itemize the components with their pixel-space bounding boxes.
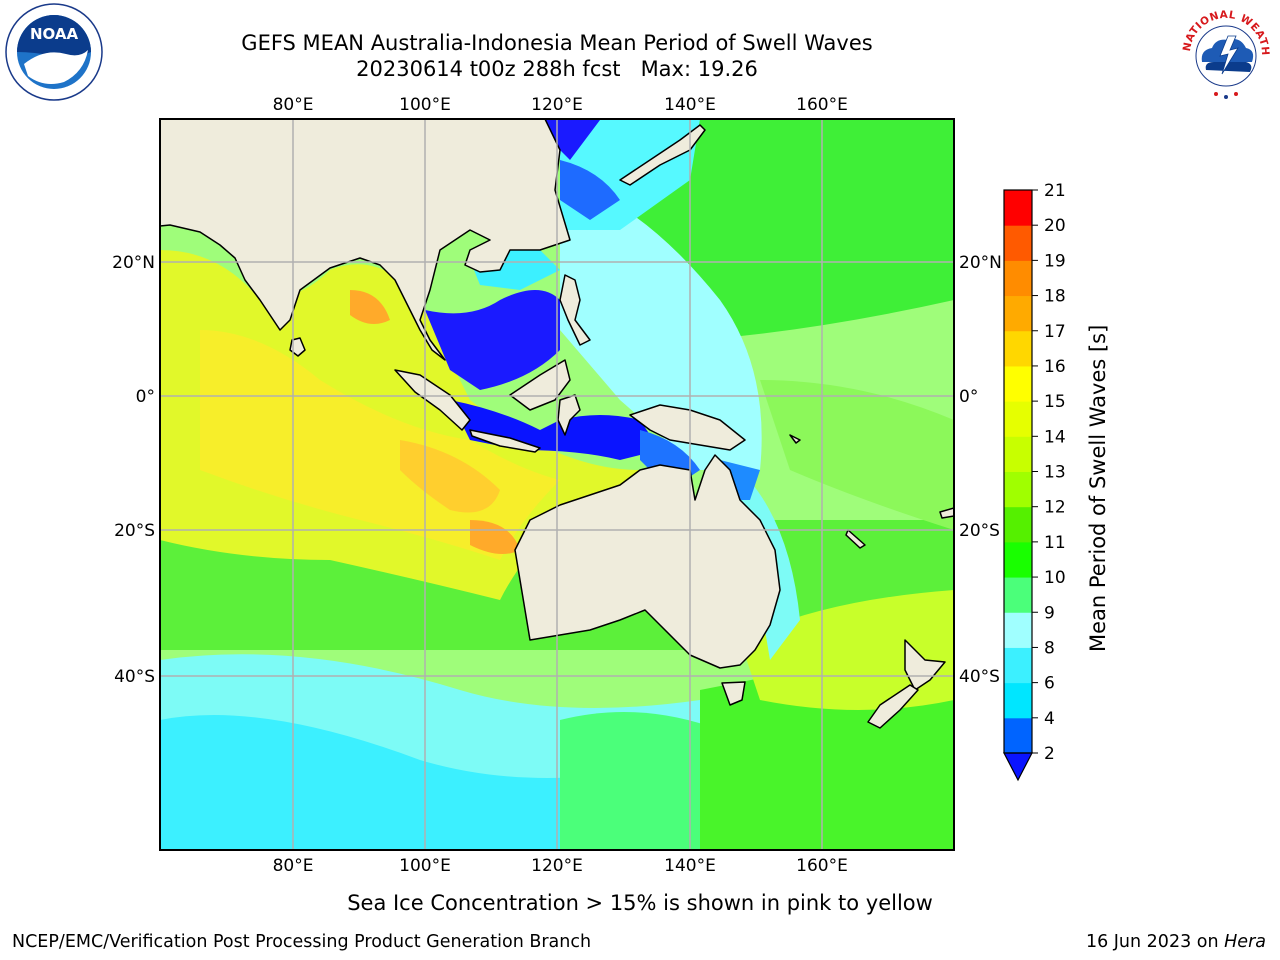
colorbar-segment [1004,225,1032,261]
new-zealand-south-island [867,684,919,729]
java-island [469,429,541,453]
lon-label: 80°E [273,856,314,876]
japan-island [619,124,706,186]
lat-label: 0° [136,387,155,407]
colorbar-segment [1004,365,1032,402]
asia-landmass [160,119,571,361]
colorbar-tick-label: 21 [1044,181,1066,201]
land-masses [160,119,954,729]
colorbar-tick-label: 18 [1044,287,1066,307]
new-guinea-island [629,404,746,451]
colorbar: 2 4 6 8 9 10 11 12 13 14 15 16 17 18 19 20 21 [1003,181,1066,782]
philippines-islands [559,274,591,346]
colorbar-segment [1004,717,1032,754]
lon-label: 80°E [273,95,314,115]
lon-label: 140°E [664,95,716,115]
new-zealand-north-island [904,639,946,691]
sulawesi-island [557,394,581,436]
colorbar-segment [1004,506,1032,543]
chart-subtitle: 20230614 t00z 288h fcst Max: 19.26 [356,57,758,81]
lat-label: 20°S [114,521,155,541]
footer-credit: NCEP/EMC/Verification Post Processing Pr… [12,932,592,952]
colorbar-segment [1004,260,1032,297]
colorbar-segment [1004,682,1032,719]
colorbar-segment [1004,330,1032,367]
nws-logo: NATIONAL WEATHER SERVICE [1176,2,1273,99]
lon-label: 120°E [531,95,583,115]
lat-label: 20°N [959,253,1002,273]
colorbar-tick-label: 19 [1044,251,1066,271]
lat-label: 40°S [959,667,1000,687]
colorbar-tick-label: 11 [1044,533,1066,553]
colorbar-tick-label: 15 [1044,392,1066,412]
lon-label: 100°E [399,95,451,115]
australia-landmass [514,454,781,669]
colorbar-segment [1004,577,1032,613]
tasmania-island [721,681,746,706]
colorbar-tick-label: 20 [1044,216,1066,236]
noaa-logo: NOAA [5,3,103,101]
noaa-logo-text: NOAA [30,25,79,43]
lon-label: 160°E [796,856,848,876]
colorbar-tick-label: 13 [1044,463,1066,483]
colorbar-tick-label: 10 [1044,568,1066,588]
lat-label: 40°S [114,667,155,687]
footer-date: 16 Jun 2023 on Hera [1086,932,1266,952]
colorbar-segment [1004,436,1032,472]
colorbar-tick-label: 8 [1044,638,1055,658]
lon-label: 160°E [796,95,848,115]
colorbar-tick-label: 2 [1044,744,1055,764]
colorbar-tick-label: 4 [1044,709,1055,729]
footer-date-text: 16 Jun 2023 on [1085,932,1225,952]
lon-label: 120°E [531,856,583,876]
colorbar-segment [1004,295,1032,332]
colorbar-segment [1004,190,1032,226]
colorbar-tick-label: 17 [1044,322,1066,342]
lat-label: 20°S [959,521,1000,541]
colorbar-tick-label: 12 [1044,498,1066,518]
sea-ice-note: Sea Ice Concentration > 15% is shown in … [347,891,933,915]
lon-labels-bottom: 80°E 100°E 120°E 140°E 160°E [273,856,848,876]
lon-label: 100°E [399,856,451,876]
colorbar-segment [1004,647,1032,684]
colorbar-under-arrow [1003,752,1033,782]
chart-title: GEFS MEAN Australia-Indonesia Mean Perio… [241,31,873,55]
colorbar-segment [1004,612,1032,648]
lon-labels-top: 80°E 100°E 120°E 140°E 160°E [273,95,848,115]
colorbar-segment [1004,471,1032,508]
lat-label: 0° [959,387,978,407]
lat-labels-left: 20°N 0° 20°S 40°S [112,253,155,687]
colorbar-segment [1004,401,1032,437]
colorbar-title: Mean Period of Swell Waves [s] [1086,324,1110,652]
graticule [160,119,954,850]
colorbar-tick-label: 16 [1044,357,1066,377]
lat-labels-right: 20°N 0° 20°S 40°S [959,253,1002,687]
map-frame [159,118,955,851]
colorbar-tick-label: 9 [1044,603,1055,623]
colorbar-tick-label: 6 [1044,674,1055,694]
lon-label: 140°E [664,856,716,876]
colorbar-segment [1004,541,1032,578]
colorbar-tick-label: 14 [1044,427,1066,447]
borneo-island [509,359,571,411]
footer-host: Hera [1224,932,1266,952]
lat-label: 20°N [112,253,155,273]
